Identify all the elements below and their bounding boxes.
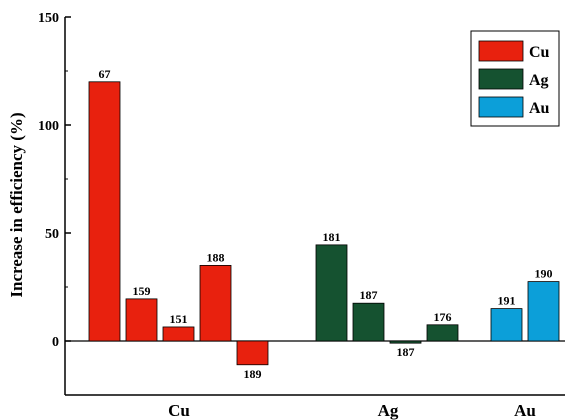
data-label: 176 [434,310,452,324]
bar-cu-4 [199,264,232,342]
bar-cu-1 [88,81,121,342]
bar-cu-5 [236,340,269,366]
legend-swatch [478,96,524,118]
bar-cu-2 [125,298,158,342]
data-label: 190 [535,267,553,281]
y-tick-label: 150 [38,11,59,26]
y-tick-label: 50 [45,227,59,242]
legend: Cu Ag Au [470,30,560,127]
bar-ag-3 [389,340,422,344]
bar-ag-1 [315,244,348,342]
legend-label: Ag [529,72,549,89]
data-label: 189 [244,367,262,381]
data-label: 187 [397,345,415,359]
data-label: 187 [360,288,378,302]
data-labels: 67 159 151 188 189 181 187 187 176 191 190 [99,67,553,381]
bar-ag-2 [352,302,385,342]
data-label: 181 [323,230,341,244]
data-label: 151 [170,312,188,326]
legend-swatch [478,40,524,62]
bar-ag-4 [426,324,459,342]
x-tick-label: Ag [378,401,399,420]
legend-label: Cu [529,44,550,61]
y-tick-label: 100 [38,119,59,134]
y-tick-label: 0 [52,335,59,350]
data-label: 188 [207,250,225,264]
category-labels: Cu Ag Au [168,401,536,420]
bars [88,81,560,366]
legend-label: Au [529,100,550,117]
y-axis-label: Increase in efficiency (%) [7,112,26,297]
bar-au-1 [490,308,523,342]
x-tick-label: Cu [168,401,190,420]
data-label: 159 [133,284,151,298]
x-tick-label: Au [514,401,536,420]
data-label: 191 [498,294,516,308]
bar-cu-3 [162,326,195,342]
bar-au-2 [527,281,560,342]
data-label: 67 [99,67,111,81]
legend-swatch [478,68,524,90]
